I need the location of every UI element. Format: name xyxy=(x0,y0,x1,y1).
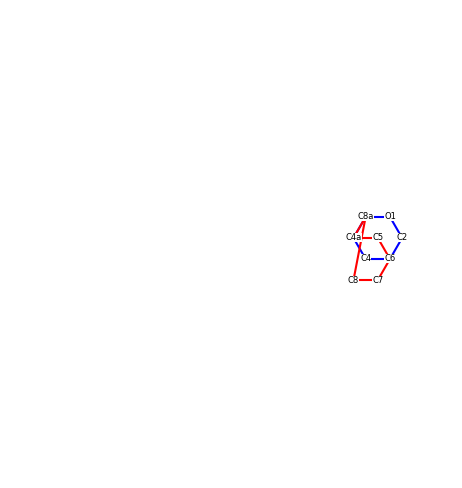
Text: C4: C4 xyxy=(360,255,371,264)
Text: C5: C5 xyxy=(372,233,383,243)
Text: C4a: C4a xyxy=(346,233,362,243)
Text: O1: O1 xyxy=(384,212,396,222)
Text: C7: C7 xyxy=(372,276,383,285)
Text: C2: C2 xyxy=(396,233,407,243)
Text: C8: C8 xyxy=(348,276,359,285)
Text: C6: C6 xyxy=(384,255,395,264)
Text: C8a: C8a xyxy=(358,212,374,222)
Text: C3: C3 xyxy=(384,255,395,264)
